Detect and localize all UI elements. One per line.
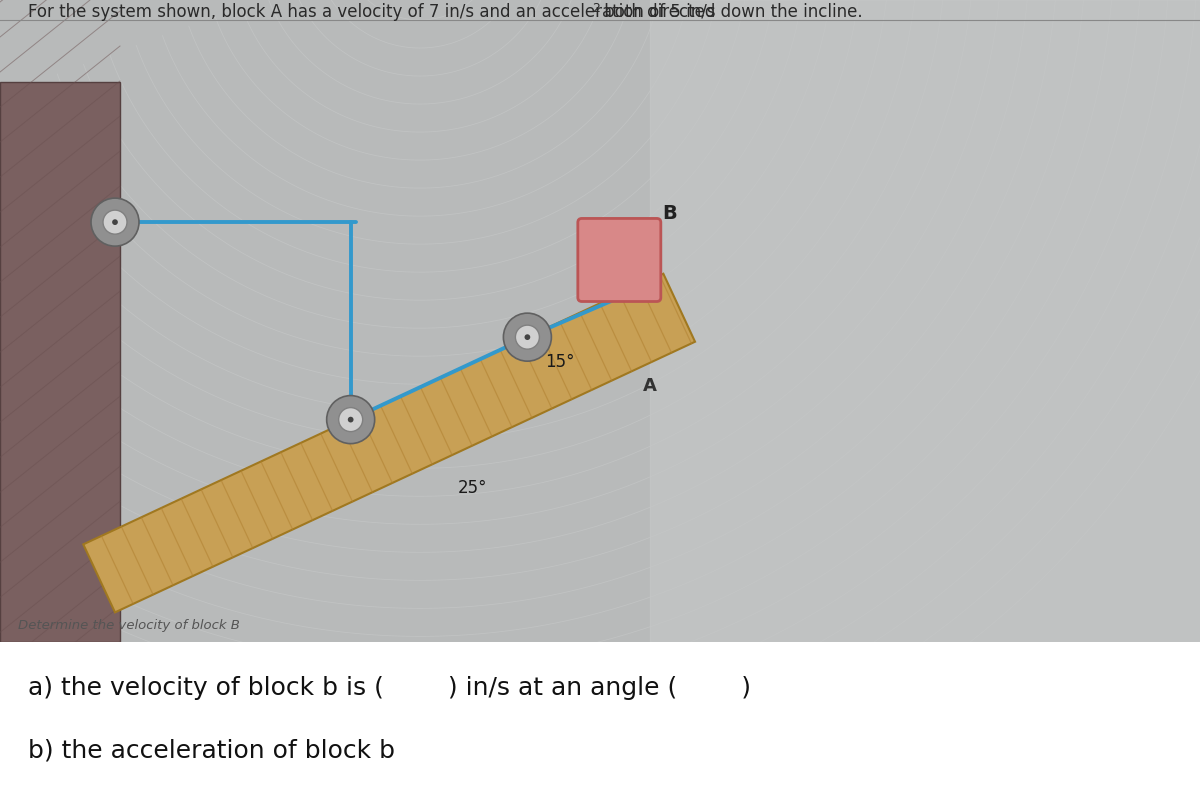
Circle shape: [524, 334, 530, 340]
Bar: [0, 82, 120, 642]
Text: a) the velocity of block b is (        ) in/s at an angle (        ): a) the velocity of block b is ( ) in/s a…: [28, 676, 751, 701]
Text: A: A: [642, 377, 656, 394]
Circle shape: [338, 408, 362, 432]
Text: 25°: 25°: [457, 480, 487, 497]
Text: Determine the velocity of block B: Determine the velocity of block B: [18, 619, 240, 632]
Text: 2: 2: [593, 2, 600, 14]
Circle shape: [91, 198, 139, 246]
Text: 15°: 15°: [545, 354, 575, 371]
Text: both directed down the incline.: both directed down the incline.: [600, 3, 863, 21]
Circle shape: [112, 219, 118, 225]
Circle shape: [326, 396, 374, 444]
Text: For the system shown, block A has a velocity of 7 in/s and an acceleration of 5 : For the system shown, block A has a velo…: [28, 3, 715, 21]
Circle shape: [103, 210, 127, 234]
Polygon shape: [83, 274, 695, 612]
Text: b) the acceleration of block b: b) the acceleration of block b: [28, 738, 395, 762]
Circle shape: [515, 325, 539, 350]
Circle shape: [348, 417, 354, 422]
Bar: [650, 0, 1200, 642]
Text: B: B: [662, 204, 677, 223]
FancyBboxPatch shape: [578, 219, 661, 302]
Circle shape: [503, 313, 551, 361]
